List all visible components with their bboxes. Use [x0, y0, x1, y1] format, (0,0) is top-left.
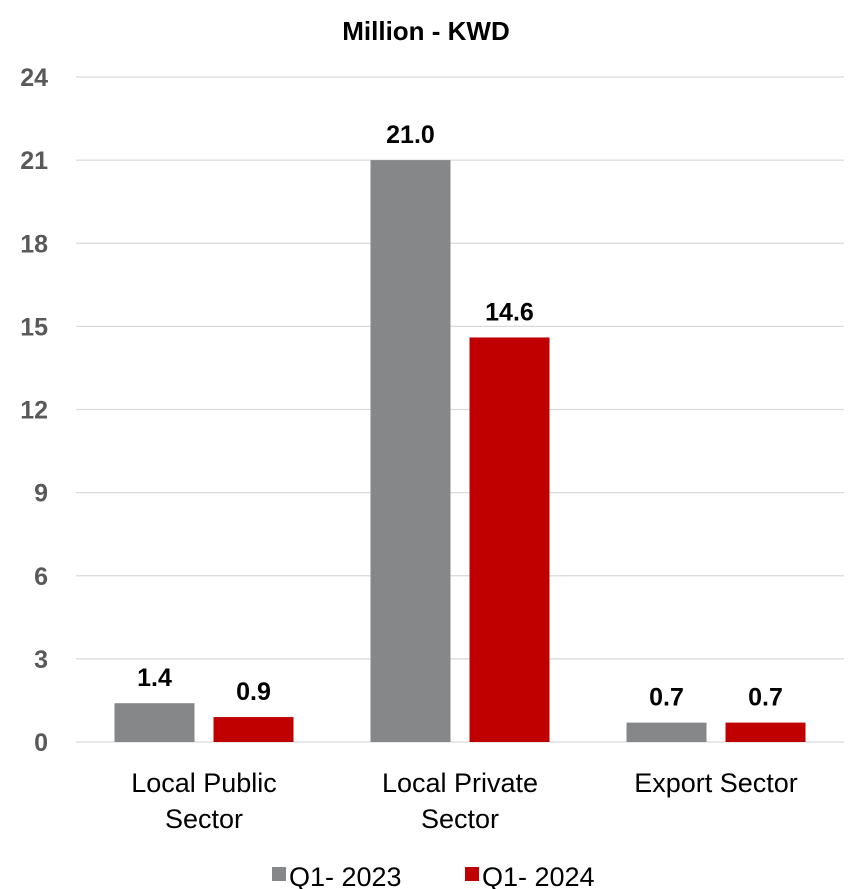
y-tick-label: 3	[34, 646, 48, 674]
x-tick-label-line: Export Sector	[634, 768, 798, 798]
x-tick-label-line: Sector	[421, 804, 499, 834]
data-labels: 1.4 0.9 21.0 14.6 0.7 0.7	[137, 121, 783, 711]
y-tick-label: 6	[34, 563, 48, 591]
y-tick-label: 0	[34, 729, 48, 757]
legend: Q1- 2023 Q1- 2024	[272, 862, 595, 889]
bar	[469, 337, 550, 742]
bar	[114, 703, 195, 742]
data-label: 14.6	[485, 298, 534, 326]
y-axis-ticks: 0 3 6 9 12 15 18 21 24	[20, 64, 48, 757]
bar	[626, 722, 707, 742]
x-tick-label-line: Sector	[165, 804, 243, 834]
data-label: 0.7	[748, 684, 783, 712]
x-tick-label: Export Sector	[634, 768, 798, 798]
legend-swatch	[465, 867, 479, 881]
y-tick-label: 12	[20, 397, 48, 425]
x-axis-ticks: Local Public Sector Local Private Sector Exp…	[131, 768, 798, 834]
x-tick-label: Local Private Sector	[382, 768, 538, 834]
legend-swatch	[272, 867, 286, 881]
chart-title: Million - KWD	[342, 16, 510, 46]
x-tick-label-line: Local Private	[382, 768, 538, 798]
bar	[725, 722, 806, 742]
y-tick-label: 15	[20, 313, 48, 341]
x-tick-label: Local Public Sector	[131, 768, 277, 834]
data-label: 0.7	[649, 684, 684, 712]
x-tick-label-line: Local Public	[131, 768, 277, 798]
bar	[370, 160, 451, 742]
y-tick-label: 18	[20, 230, 48, 258]
bars	[114, 160, 806, 742]
data-label: 0.9	[236, 678, 271, 706]
legend-label: Q1- 2024	[482, 862, 595, 889]
gridlines	[76, 76, 844, 743]
data-label: 21.0	[386, 121, 435, 149]
data-label: 1.4	[137, 664, 172, 692]
bar	[213, 717, 294, 742]
y-tick-label: 21	[20, 147, 48, 175]
legend-label: Q1- 2023	[289, 862, 402, 889]
y-tick-label: 24	[20, 64, 48, 92]
y-tick-label: 9	[34, 480, 48, 508]
